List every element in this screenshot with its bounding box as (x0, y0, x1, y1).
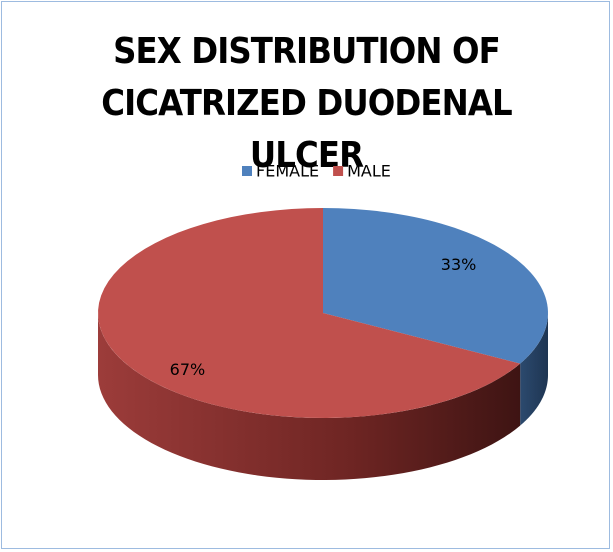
chart-title: SEX DISTRIBUTION OF CICATRIZED DUODENAL … (101, 31, 512, 176)
slice (323, 208, 548, 364)
legend-swatch (242, 166, 252, 176)
data-label: 67% (170, 360, 206, 379)
slice (98, 208, 521, 418)
legend-swatch (333, 166, 344, 176)
data-label: 33% (441, 255, 477, 274)
legend-label: MALE (347, 162, 391, 181)
slice-side (98, 313, 521, 480)
legend-label: FEMALE (256, 162, 319, 181)
slice-side (520, 313, 548, 426)
